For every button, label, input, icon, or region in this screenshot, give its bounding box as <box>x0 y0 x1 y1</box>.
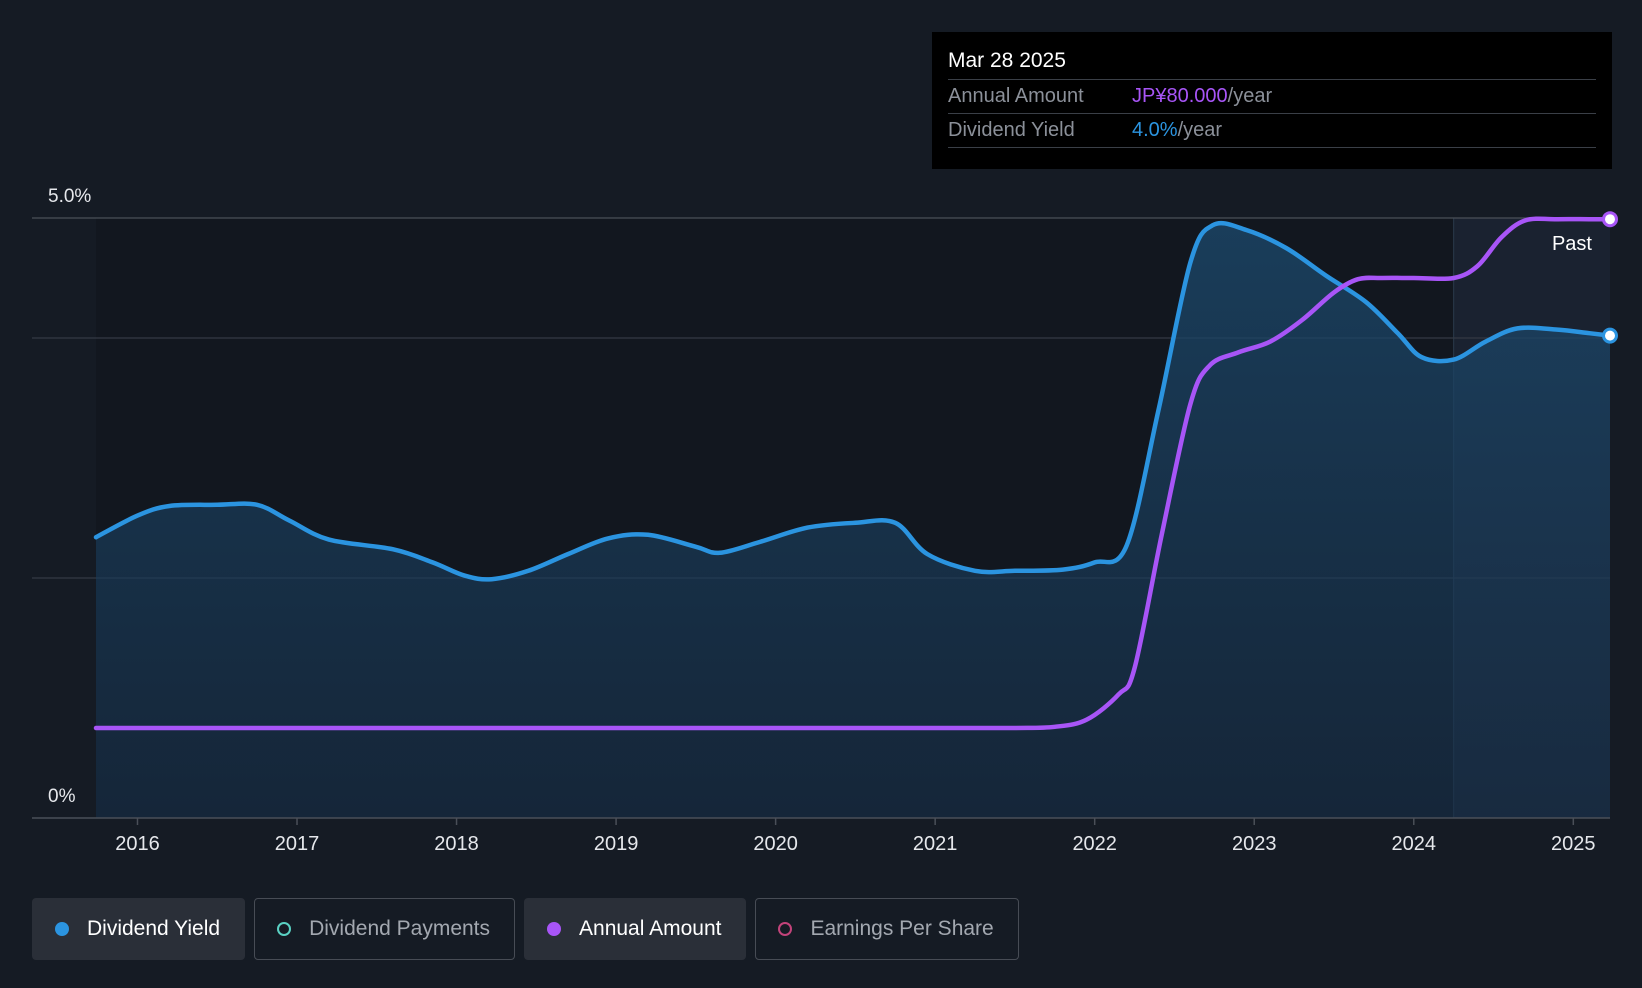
x-tick-label: 2024 <box>1392 833 1437 855</box>
tooltip-row-annual-amount: Annual Amount JP¥80.000 /year <box>948 80 1596 114</box>
x-tick-label: 2016 <box>115 833 160 855</box>
annual-amount-dot-icon <box>547 922 562 936</box>
legend-dividend-payments-button[interactable]: Dividend Payments <box>254 898 516 960</box>
x-tick-label: 2021 <box>913 833 958 855</box>
tooltip-annual-label: Annual Amount <box>948 85 1084 107</box>
tooltip-annual-unit: /year <box>1227 85 1273 107</box>
dividend-yield-line <box>93 220 1613 582</box>
earnings-per-share-dot-icon <box>778 922 793 936</box>
legend-dividend-yield-label: Dividend Yield <box>87 917 221 940</box>
dividend-yield-endpoint <box>1602 327 1618 344</box>
x-tick-label: 2017 <box>275 833 320 855</box>
x-tick-label: 2022 <box>1072 833 1117 855</box>
legend-dividend-payments-label: Dividend Payments <box>309 917 491 940</box>
tooltip-yield-value: 4.0% <box>1132 119 1178 141</box>
legend-dividend-yield-button[interactable]: Dividend Yield <box>32 898 246 960</box>
tooltip-yield-unit: /year <box>1177 119 1223 141</box>
legend-annual-amount-button[interactable]: Annual Amount <box>524 898 747 960</box>
x-tick-label: 2023 <box>1232 833 1277 855</box>
dividend-yield-dot-icon <box>55 922 69 936</box>
x-tick-label: 2025 <box>1551 833 1596 855</box>
dividend-yield-area <box>96 223 1610 818</box>
annual-amount-endpoint <box>1602 211 1618 228</box>
chart-legend: Dividend Yield Dividend Payments Annual … <box>32 898 1019 960</box>
tooltip-annual-value: JP¥80.000 <box>1132 85 1228 107</box>
chart-tooltip: Mar 28 2025 Annual Amount JP¥80.000 /yea… <box>932 32 1612 169</box>
x-tick-label: 2019 <box>594 833 639 855</box>
x-tick-label: 2020 <box>753 833 798 855</box>
dividend-payments-dot-icon <box>277 922 292 936</box>
annual-amount-line <box>93 216 1613 731</box>
y-tick-label-bottom: 0% <box>48 786 76 807</box>
past-label: Past <box>1552 233 1592 255</box>
legend-earnings-per-share-button[interactable]: Earnings Per Share <box>755 898 1019 960</box>
tooltip-date: Mar 28 2025 <box>948 46 1596 80</box>
legend-annual-amount-label: Annual Amount <box>579 917 722 940</box>
legend-earnings-per-share-label: Earnings Per Share <box>810 917 994 940</box>
tooltip-row-dividend-yield: Dividend Yield 4.0% /year <box>948 114 1596 148</box>
tooltip-yield-label: Dividend Yield <box>948 119 1075 141</box>
x-tick-label: 2018 <box>434 833 479 855</box>
y-tick-label-top: 5.0% <box>48 186 91 207</box>
